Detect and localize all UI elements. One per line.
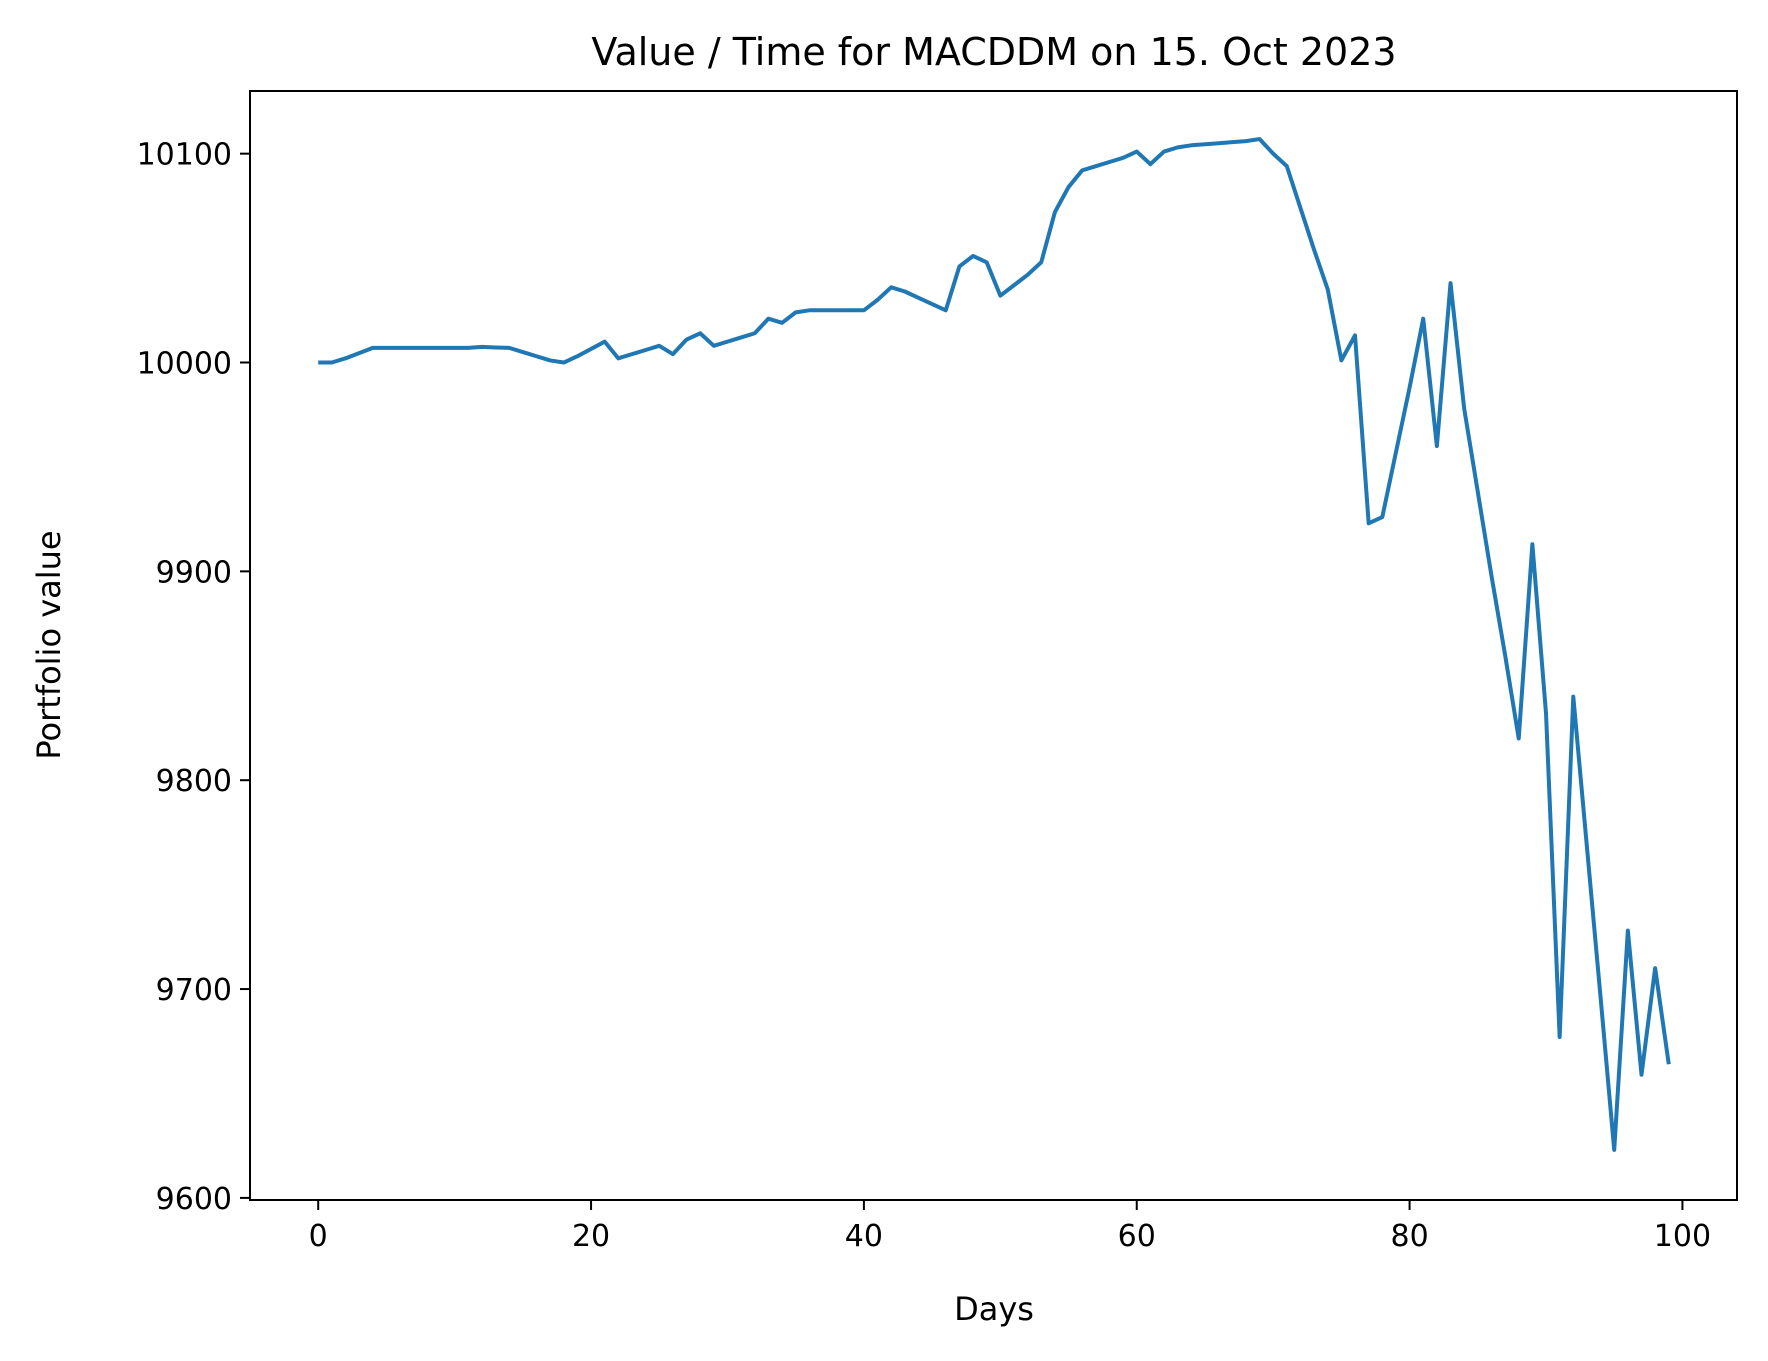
series-layer: [318, 137, 1671, 1152]
y-axis: 9600 9700 9800 9900 10000 10100: [137, 138, 250, 1217]
y-tick-label: 9600: [156, 1182, 232, 1217]
chart-title: Value / Time for MACDDM on 15. Oct 2023: [591, 30, 1396, 74]
x-tick-label: 0: [309, 1219, 328, 1254]
y-tick-label: 9800: [156, 764, 232, 799]
y-tick-label: 10100: [137, 138, 232, 173]
y-tick-label: 9700: [156, 973, 232, 1008]
x-tick-label: 80: [1390, 1219, 1428, 1254]
x-tick-label: 100: [1654, 1219, 1711, 1254]
y-tick-label: 9900: [156, 555, 232, 590]
series-line-0: [318, 137, 1671, 1152]
y-tick-label: 10000: [137, 347, 232, 382]
x-axis-label: Days: [954, 1290, 1034, 1328]
x-axis: 0 20 40 60 80 100: [309, 1200, 1711, 1254]
x-tick-label: 40: [845, 1219, 883, 1254]
x-tick-label: 60: [1118, 1219, 1156, 1254]
x-tick-label: 20: [572, 1219, 610, 1254]
plot-frame: [249, 90, 1738, 1201]
y-axis-label: Portfolio value: [30, 530, 68, 759]
